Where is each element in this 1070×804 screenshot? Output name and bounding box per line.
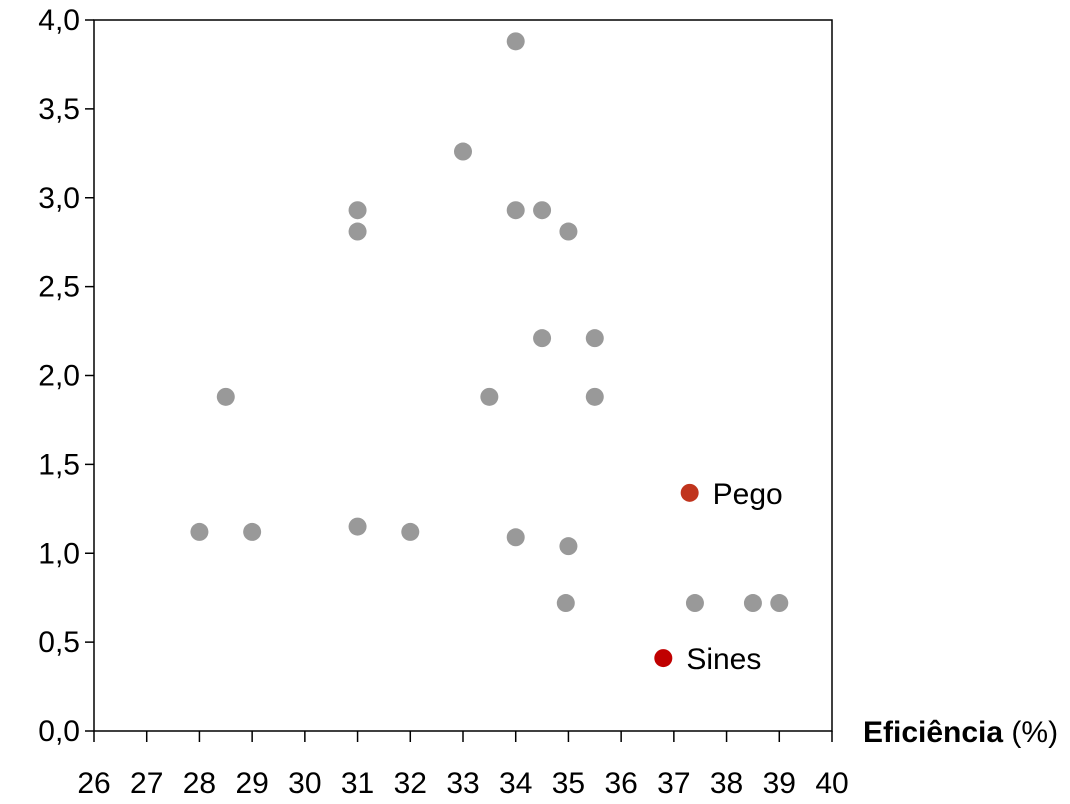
x-axis-label-name: Eficiência — [863, 716, 1003, 749]
data-point — [585, 329, 604, 348]
highlight-point-pego — [680, 483, 699, 502]
x-tick-label: 39 — [763, 767, 796, 800]
data-point — [533, 201, 552, 220]
x-axis-label: Eficiência (%) — [863, 716, 1058, 749]
x-tick-label: 40 — [815, 767, 848, 800]
highlight-point-sines — [654, 649, 673, 668]
y-tick-label: 1,0 — [38, 537, 80, 570]
x-tick-label: 35 — [552, 767, 585, 800]
x-tick-label: 37 — [657, 767, 690, 800]
x-axis-ticks — [93, 731, 833, 742]
x-tick-label: 29 — [235, 767, 268, 800]
data-point — [556, 594, 575, 613]
data-point — [348, 201, 367, 220]
data-point — [559, 537, 578, 556]
y-tick-label: 3,5 — [38, 93, 80, 126]
data-point — [506, 32, 525, 51]
highlighted-points: Pego Sines — [654, 478, 783, 676]
x-axis-tick-labels: 26 27 28 29 30 31 32 33 34 35 36 37 38 39 40 — [77, 767, 848, 800]
data-point — [480, 387, 499, 406]
x-tick-label: 36 — [604, 767, 637, 800]
data-point — [770, 594, 789, 613]
data-point — [506, 528, 525, 547]
data-point — [685, 594, 704, 613]
data-point — [506, 201, 525, 220]
y-tick-label: 2,5 — [38, 271, 80, 304]
data-point — [743, 594, 762, 613]
x-tick-label: 34 — [499, 767, 532, 800]
data-point — [348, 222, 367, 241]
y-axis-tick-labels: 0,0 0,5 1,0 1,5 2,0 2,5 3,0 3,5 4,0 — [38, 4, 80, 748]
x-tick-label: 30 — [288, 767, 321, 800]
y-tick-label: 0,0 — [38, 715, 80, 748]
y-tick-label: 1,5 — [38, 448, 80, 481]
data-point — [216, 387, 235, 406]
data-point — [559, 222, 578, 241]
y-tick-label: 2,0 — [38, 360, 80, 393]
x-tick-label: 31 — [341, 767, 374, 800]
x-tick-label: 38 — [710, 767, 743, 800]
x-tick-label: 28 — [183, 767, 216, 800]
y-axis-ticks — [85, 19, 94, 732]
x-tick-label: 32 — [394, 767, 427, 800]
y-tick-label: 0,5 — [38, 626, 80, 659]
highlight-label-pego: Pego — [713, 478, 783, 511]
data-point — [585, 387, 604, 406]
data-point — [401, 522, 420, 541]
plot-area — [93, 19, 833, 732]
data-points — [190, 32, 789, 613]
x-tick-label: 33 — [446, 767, 479, 800]
highlight-label-sines: Sines — [686, 643, 761, 676]
data-point — [348, 517, 367, 536]
x-tick-label: 27 — [130, 767, 163, 800]
y-tick-label: 3,0 — [38, 182, 80, 215]
x-tick-label: 26 — [77, 767, 110, 800]
y-tick-label: 4,0 — [38, 4, 80, 37]
x-axis-label-unit: (%) — [1011, 716, 1058, 749]
data-point — [454, 142, 472, 161]
data-point — [190, 522, 209, 541]
data-point — [243, 522, 262, 541]
data-point — [533, 329, 552, 348]
plot-frame — [93, 19, 833, 732]
